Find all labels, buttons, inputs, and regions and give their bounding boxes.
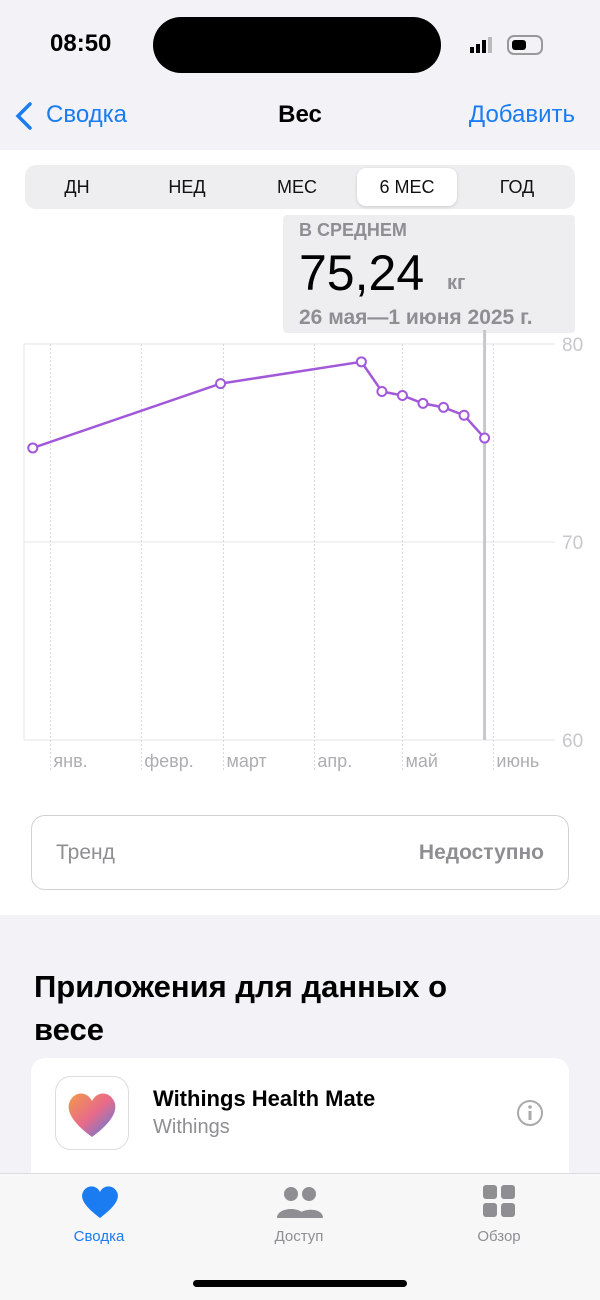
app-icon [55,1076,129,1150]
x-tick-label: февр. [144,751,193,771]
dynamic-island [153,17,441,73]
point [479,432,491,444]
segmented-control [25,165,575,209]
point [355,356,367,368]
y-tick-label: 70 [562,533,583,554]
home-indicator [193,1280,407,1287]
back-chevron[interactable] [12,100,36,132]
nav-title: Вес [278,101,322,128]
point [215,378,227,390]
point [376,386,388,398]
segment[interactable]: НЕД [168,177,206,197]
point [458,409,470,421]
point [396,389,408,401]
tab-icon-summary [82,1186,118,1218]
app-name: Withings Health Mate [153,1086,376,1111]
trend-value: Недоступно [418,841,544,864]
summary-label: В СРЕДНЕМ [299,220,407,240]
segment[interactable]: ГОД [499,177,535,197]
x-tick-label: янв. [53,751,87,771]
tab-label[interactable]: Доступ [274,1228,324,1245]
trend-label: Тренд [56,841,115,864]
y-tick-label: 60 [562,731,583,752]
tab-label[interactable]: Обзор [477,1228,521,1245]
status-icons [470,35,543,55]
point [417,397,429,409]
point [438,401,450,413]
x-tick-label: июнь [496,751,539,771]
apps-title: Приложения для данных о весе [34,969,448,1047]
back-button[interactable]: Сводка [46,101,128,128]
summary-range: 26 мая—1 июня 2025 г. [299,306,533,329]
x-tick-label: март [226,751,266,771]
summary-box [283,215,575,333]
summary-unit: кг [447,272,466,294]
x-tick-label: май [405,751,437,771]
y-tick-label: 80 [562,335,583,356]
tab-icon-browse [483,1185,515,1217]
segment[interactable]: ДН [64,177,90,197]
info-icon[interactable] [516,1099,544,1127]
line [32,360,486,450]
segment[interactable]: МЕС [277,177,317,197]
summary-value: 75,24 [299,245,425,301]
segment[interactable]: 6 МЕС [357,168,457,206]
tab-label[interactable]: Сводка [73,1228,125,1245]
chart: 60 70 80 янв. февр. март апр. май июнь [23,330,583,772]
add-button[interactable]: Добавить [468,101,575,128]
x-tick-label: апр. [317,751,352,771]
trend-box [31,815,569,890]
point [27,442,39,454]
app-developer: Withings [153,1116,230,1138]
status-time: 08:50 [50,30,112,57]
tab-icon-sharing [277,1187,323,1218]
